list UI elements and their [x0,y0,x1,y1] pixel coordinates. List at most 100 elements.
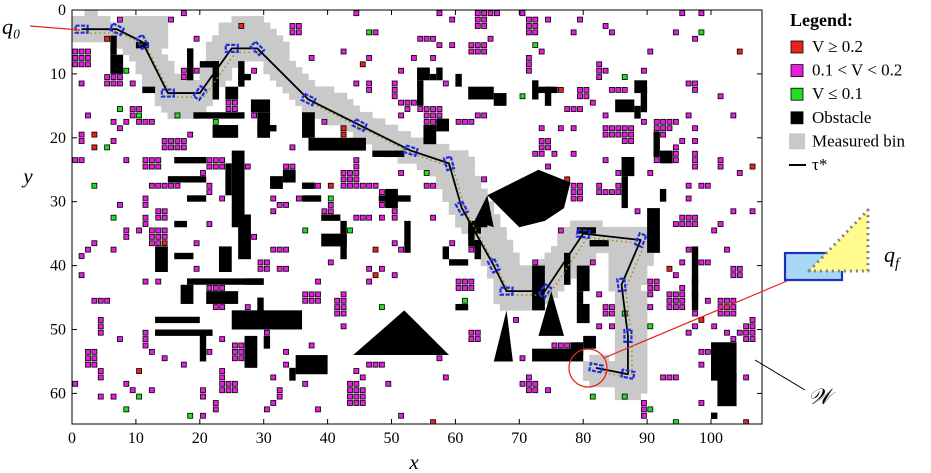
sensor-cell-high [372,246,379,253]
sensor-cell-medium [672,297,679,304]
sensor-cell-medium [353,163,360,170]
measured-bin [90,35,98,43]
measured-bin [570,220,578,228]
sensor-cell-medium [628,125,635,132]
sensor-cell-medium [142,214,149,221]
measured-bin [467,182,475,190]
sensor-cell-medium [136,106,142,112]
measured-bin [614,310,622,318]
measured-bin [231,22,239,30]
sensor-cell-medium [78,138,85,144]
sensor-cell-medium [685,195,692,202]
measured-bin [627,252,635,260]
sensor-cell-medium [148,163,155,170]
measured-bin [301,79,309,87]
measured-bin [116,41,124,49]
measured-bin [231,28,239,36]
measured-bin [570,233,578,241]
measured-bin [346,111,354,119]
measured-bin [161,99,169,107]
sensor-cell-medium [525,61,532,68]
measured-bin [608,226,616,234]
measured-bin [340,105,348,113]
measured-bin [640,278,648,286]
x-tick-label: 70 [511,430,527,447]
measured-bin [589,380,597,388]
measured-bin [141,48,149,56]
sensor-cell-medium [219,368,226,374]
sensor-cell-medium [698,182,705,189]
measured-bin [225,67,233,75]
obstacle-block [250,99,271,113]
y-tick-label: 0 [58,2,66,19]
sensor-cell-medium [730,265,737,272]
measured-bin [506,278,514,286]
sensor-cell-medium [155,227,162,234]
measured-bin [634,239,642,247]
sensor-cell-medium [685,246,692,253]
measured-bin [602,226,610,234]
obstacle-block [455,73,462,87]
sensor-cell-medium [621,86,628,93]
measured-bin [340,111,348,119]
measured-bin [244,35,252,43]
obstacle-block [212,125,239,138]
measured-bin [570,239,578,247]
measured-bin [129,22,137,30]
measured-bin [403,156,411,164]
measured-bin [480,188,488,196]
sensor-cell-high [340,131,347,138]
x-tick-label: 90 [639,430,655,447]
sensor-cell-medium [609,86,615,93]
measured-bin [448,188,456,196]
sensor-cell-medium [647,304,654,311]
measured-bin [244,41,252,49]
measured-bin [550,265,558,273]
sensor-cell-medium [679,214,686,221]
sensor-cell-medium [315,278,321,285]
measured-bin [627,316,635,324]
measured-bin [288,92,296,100]
sensor-cell-medium [398,170,404,176]
measured-bin [627,297,635,305]
obstacle-block [270,176,283,189]
measured-bin [244,22,252,30]
measured-bin [621,348,629,356]
measured-bin [467,163,475,171]
measured-bin [372,143,380,151]
sensor-cell-medium [212,163,219,170]
measured-bin [276,54,284,62]
sensor-cell-medium [142,278,149,285]
sensor-cell-medium [302,380,309,387]
sensor-cell-medium [743,374,750,381]
sensor-cell-medium [110,74,117,80]
sensor-cell-medium [85,61,91,68]
sensor-cell-low [117,106,123,112]
workspace-label: 𝒲 [808,384,836,409]
measured-bin [72,22,79,30]
measured-bin [634,373,642,381]
measured-bin [512,265,520,273]
measured-bin [269,67,277,75]
sensor-cell-low [187,412,194,419]
sensor-cell-medium [666,304,673,311]
sensor-cell-medium [155,163,162,170]
obstacle-block [180,284,194,304]
measured-bin [365,118,373,126]
sensor-cell-medium [78,61,85,68]
measured-bin [442,182,450,190]
sensor-cell-medium [347,176,353,183]
measured-bin [634,233,642,241]
measured-bin [614,290,622,298]
obstacle-block [493,93,507,106]
sensor-cell-medium [474,112,481,119]
measured-bin [621,322,629,330]
measured-bin [627,386,635,394]
obstacle-block [199,329,207,362]
sensor-cell-medium [679,291,686,298]
x-tick-label: 10 [128,430,144,447]
measured-bin [110,22,118,30]
obstacle-block [155,246,168,272]
measured-bin [180,86,188,94]
sensor-cell-medium [621,138,628,144]
